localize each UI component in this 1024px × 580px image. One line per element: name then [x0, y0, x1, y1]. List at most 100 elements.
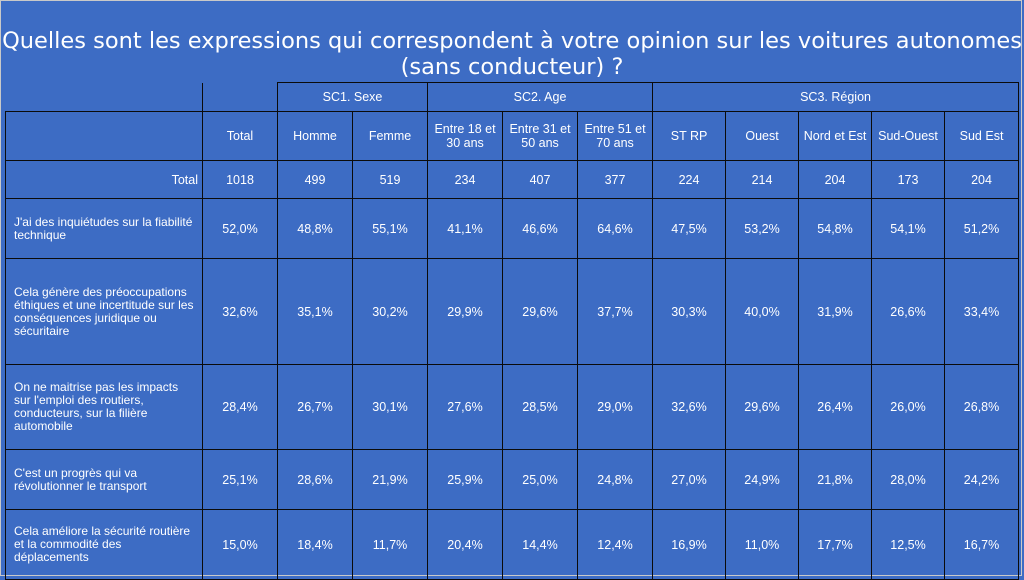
table-cell: 407 — [502, 160, 579, 199]
table-cell: 28,4% — [202, 364, 278, 450]
table-cell: 54,8% — [798, 198, 873, 259]
column-header: Nord et Est — [798, 111, 873, 161]
table-cell: 224 — [652, 160, 727, 199]
table-cell: 54,1% — [871, 198, 946, 259]
table-cell: 25,9% — [427, 449, 504, 510]
title-line-1: Quelles sont les expressions qui corresp… — [2, 28, 1022, 54]
table-cell: 24,2% — [944, 449, 1020, 510]
table-cell: 24,8% — [577, 449, 654, 510]
table-cell: 47,5% — [652, 198, 727, 259]
column-header: ST RP — [652, 111, 727, 161]
table-cell: 20,4% — [427, 509, 504, 580]
table-cell: 12,4% — [577, 509, 654, 580]
table-cell: 41,1% — [427, 198, 504, 259]
table-cell: 46,6% — [502, 198, 579, 259]
title-line-2: (sans conducteur) ? — [400, 54, 624, 80]
table-cell: 25,0% — [502, 449, 579, 510]
group-header-row: SC1. Sexe SC2. Age SC3. Région — [5, 82, 1020, 112]
table-cell: 519 — [351, 160, 429, 199]
table-cell: 30,1% — [351, 364, 429, 450]
table-row: On ne maitrise pas les impacts sur l'emp… — [5, 364, 1020, 450]
table-cell: 28,0% — [871, 449, 946, 510]
table-cell: 499 — [277, 160, 353, 199]
row-label: Cela améliore la sécurité routière et la… — [5, 509, 203, 580]
column-header: Homme — [277, 111, 353, 161]
table-cell: 25,1% — [202, 449, 278, 510]
table-cell: 24,9% — [725, 449, 800, 510]
table-cell: 31,9% — [798, 258, 873, 365]
table-cell: 32,6% — [202, 258, 278, 365]
column-header: Total — [202, 111, 278, 161]
table-cell: 15,0% — [202, 509, 278, 580]
table-cell: 21,8% — [798, 449, 873, 510]
column-header: Sud Est — [944, 111, 1020, 161]
table-cell: 26,0% — [871, 364, 946, 450]
table-cell: 214 — [725, 160, 800, 199]
table-row: Cela génère des préoccupations éthiques … — [5, 258, 1020, 365]
table-cell: 17,7% — [798, 509, 873, 580]
total-row: Total 1018 499 519 234 407 377 224 214 2… — [5, 160, 1020, 199]
column-header: Sud-Ouest — [871, 111, 946, 161]
group-header-age: SC2. Age — [427, 82, 654, 112]
corner-cell — [5, 82, 203, 112]
table-cell: 29,0% — [577, 364, 654, 450]
table-cell: 26,4% — [798, 364, 873, 450]
table-cell: 28,5% — [502, 364, 579, 450]
column-header: Entre 51 et 70 ans — [577, 111, 654, 161]
table-cell: 30,2% — [351, 258, 429, 365]
column-header: Entre 31 et 50 ans — [502, 111, 579, 161]
column-header-blank — [5, 111, 203, 161]
table-cell: 29,6% — [725, 364, 800, 450]
table-cell: 37,7% — [577, 258, 654, 365]
group-header-region: SC3. Région — [652, 82, 1020, 112]
page-title: Quelles sont les expressions qui corresp… — [0, 28, 1024, 80]
total-row-label: Total — [5, 160, 203, 199]
table-cell: 234 — [427, 160, 504, 199]
column-header: Femme — [351, 111, 429, 161]
table-cell: 27,0% — [652, 449, 727, 510]
table-cell: 377 — [577, 160, 654, 199]
table-cell: 55,1% — [351, 198, 429, 259]
column-header: Ouest — [725, 111, 800, 161]
table-cell: 11,7% — [351, 509, 429, 580]
table-cell: 26,8% — [944, 364, 1020, 450]
table-cell: 21,9% — [351, 449, 429, 510]
table-row: Cela améliore la sécurité routière et la… — [5, 509, 1020, 580]
row-label: C'est un progrès qui va révolutionner le… — [5, 449, 203, 510]
table-cell: 33,4% — [944, 258, 1020, 365]
table-cell: 11,0% — [725, 509, 800, 580]
table-cell: 173 — [871, 160, 946, 199]
row-label: J'ai des inquiétudes sur la fiabilité te… — [5, 198, 203, 259]
table-cell: 12,5% — [871, 509, 946, 580]
table-cell: 51,2% — [944, 198, 1020, 259]
table-cell: 48,8% — [277, 198, 353, 259]
table-cell: 1018 — [202, 160, 278, 199]
table-cell: 32,6% — [652, 364, 727, 450]
table-cell: 18,4% — [277, 509, 353, 580]
table-cell: 35,1% — [277, 258, 353, 365]
table-row: C'est un progrès qui va révolutionner le… — [5, 449, 1020, 510]
row-label: Cela génère des préoccupations éthiques … — [5, 258, 203, 365]
column-header-row: Total Homme Femme Entre 18 et 30 ans Ent… — [5, 111, 1020, 161]
group-header-sexe: SC1. Sexe — [276, 82, 429, 112]
table-cell: 204 — [798, 160, 873, 199]
table-cell: 27,6% — [427, 364, 504, 450]
table-cell: 26,7% — [277, 364, 353, 450]
table-cell: 29,9% — [427, 258, 504, 365]
column-header: Entre 18 et 30 ans — [427, 111, 504, 161]
table-cell: 16,9% — [652, 509, 727, 580]
table-cell: 40,0% — [725, 258, 800, 365]
table-cell: 16,7% — [944, 509, 1020, 580]
table-cell: 52,0% — [202, 198, 278, 259]
table-cell: 53,2% — [725, 198, 800, 259]
table-cell: 30,3% — [652, 258, 727, 365]
table-cell: 64,6% — [577, 198, 654, 259]
table-cell: 29,6% — [502, 258, 579, 365]
corner-cell-total — [202, 82, 278, 112]
table-cell: 28,6% — [277, 449, 353, 510]
table-cell: 14,4% — [502, 509, 579, 580]
table-cell: 26,6% — [871, 258, 946, 365]
row-label: On ne maitrise pas les impacts sur l'emp… — [5, 364, 203, 450]
table-cell: 204 — [944, 160, 1020, 199]
table-row: J'ai des inquiétudes sur la fiabilité te… — [5, 198, 1020, 259]
